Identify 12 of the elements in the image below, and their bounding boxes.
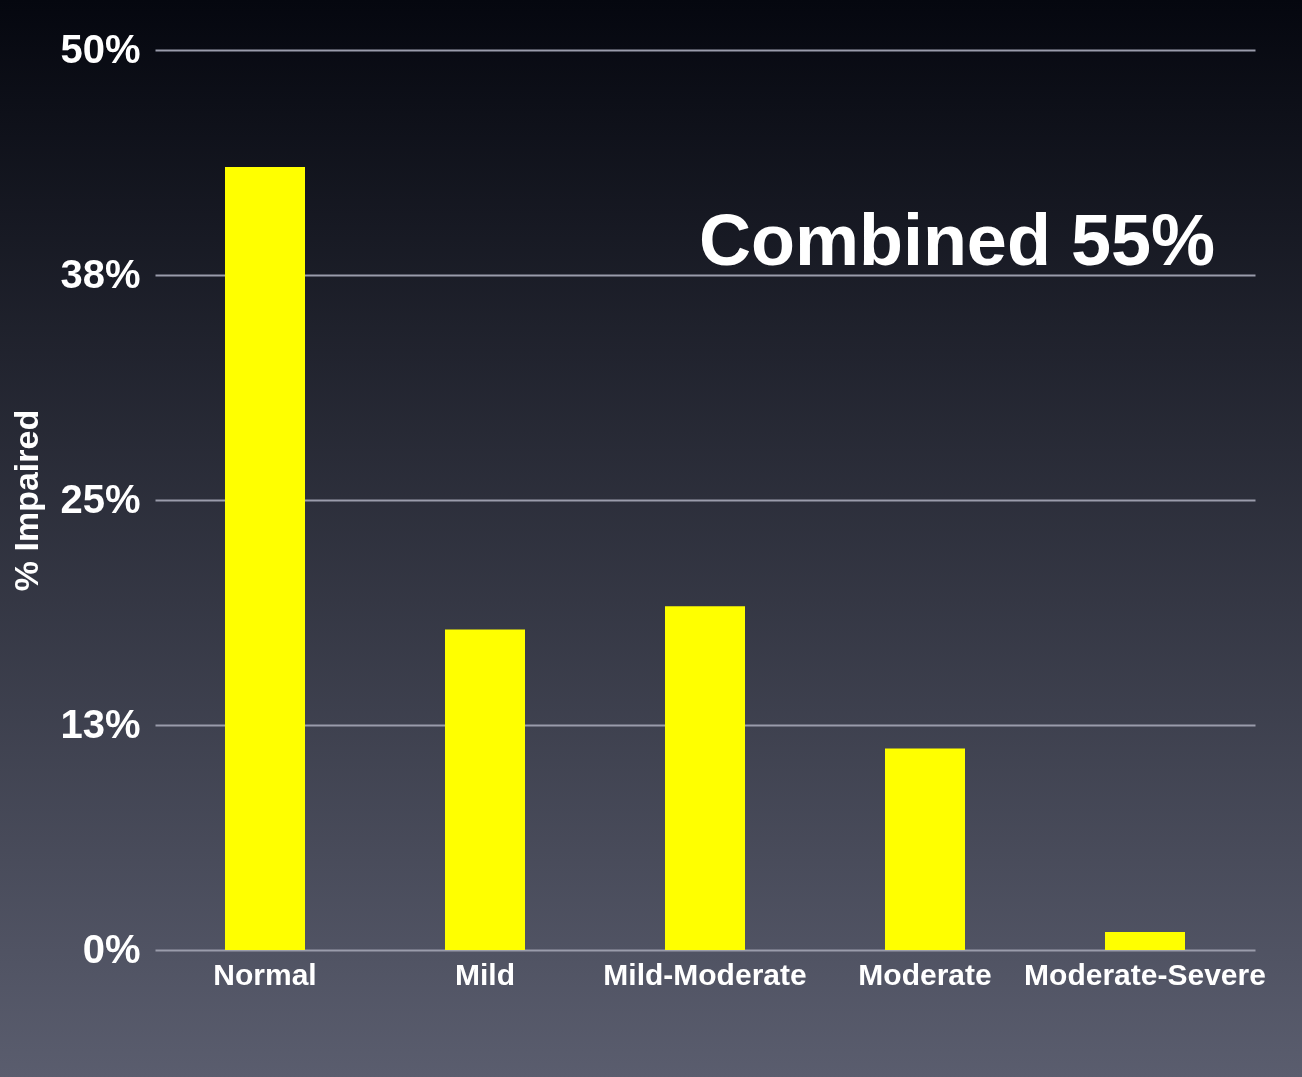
x-tick-label: Moderate (858, 957, 992, 991)
y-tick-label: 0% (82, 926, 141, 971)
x-tick-label: Moderate-Severe (1024, 957, 1266, 991)
x-tick-label: Mild (455, 957, 515, 991)
x-tick-label: Normal (213, 957, 317, 991)
x-tick-label: Mild-Moderate (603, 957, 807, 991)
y-tick-label: 50% (60, 26, 141, 71)
y-tick-label: 38% (60, 251, 141, 296)
y-tick-label: 13% (60, 701, 141, 746)
y-tick-label: 25% (60, 476, 141, 521)
annotation: Combined 55% (698, 200, 1215, 280)
y-axis-title: % Impaired (7, 409, 46, 592)
